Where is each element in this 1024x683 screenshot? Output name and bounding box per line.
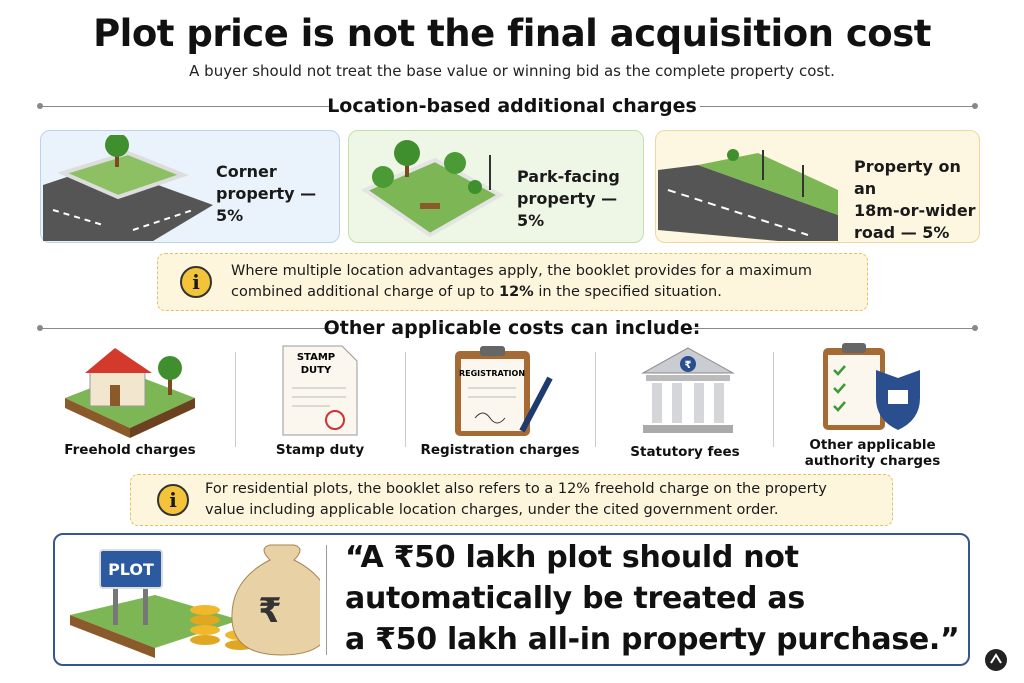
location-card: Park-facing property — 5% [348, 130, 644, 243]
divider-dot [972, 325, 978, 331]
cost-label-line: authority charges [804, 453, 941, 469]
card-label-line: road — 5% [854, 223, 950, 242]
card-label-line: property — 5% [517, 189, 618, 230]
location-card: Property on an 18m-or-wider road — 5% [655, 130, 980, 243]
logo [985, 649, 1007, 671]
authority-icon [823, 343, 920, 430]
divider [700, 106, 975, 107]
card-label-line: Park-facing [517, 167, 620, 186]
quote-line: automatically be treated as [345, 581, 805, 616]
info-note: i Where multiple location advantages app… [157, 253, 868, 311]
registration-icon: REGISTRATION [455, 346, 553, 436]
house-icon [65, 348, 195, 438]
info-icon: i [157, 484, 189, 516]
note-text-part: Where multiple location advantages apply… [231, 263, 813, 300]
plot-money-illustration: PLOT ₹ [70, 544, 320, 658]
icon-text: ₹ [685, 360, 692, 371]
stamp-duty-icon: STAMP DUTY [282, 345, 358, 436]
card-label: Park-facing property — 5% [517, 166, 643, 232]
icon-text: DUTY [301, 365, 332, 376]
card-label-line: 18m-or-wider [854, 201, 976, 220]
cost-label: Stamp duty [275, 442, 365, 458]
bank-icon: ₹ [641, 347, 735, 433]
cost-label: Registration charges [420, 442, 580, 458]
section-heading: Location-based additional charges [327, 95, 697, 117]
subtitle: A buyer should not treat the base value … [189, 62, 835, 80]
bag-text: ₹ [258, 591, 282, 631]
separator [773, 352, 774, 447]
sign-text: PLOT [108, 560, 154, 579]
quote-line: “A ₹50 lakh plot should not [345, 540, 799, 575]
divider-dot [37, 325, 43, 331]
info-icon: i [180, 266, 212, 298]
separator [326, 545, 327, 655]
card-label: Corner property — 5% [216, 161, 339, 227]
divider [40, 106, 330, 107]
road-illustration [658, 149, 838, 241]
corner-illustration [43, 135, 213, 241]
location-card: Corner property — 5% [40, 130, 340, 243]
cost-label: Statutory fees [630, 444, 740, 460]
note-text: For residential plots, the booklet also … [205, 481, 827, 518]
cost-label: Freehold charges [64, 442, 196, 458]
note-text: Where multiple location advantages apply… [231, 261, 831, 303]
card-label-line: Property on an [854, 157, 961, 198]
park-illustration [360, 140, 505, 238]
divider [690, 328, 975, 329]
quote-box [53, 533, 970, 666]
note-text-part: in the specified situation. [533, 284, 722, 300]
divider-dot [972, 103, 978, 109]
card-label-line: property — 5% [216, 184, 317, 225]
divider [40, 328, 335, 329]
cost-label: Other applicable authority charges [780, 437, 965, 469]
card-label: Property on an 18m-or-wider road — 5% [854, 156, 979, 244]
note-emphasis: 12% [499, 284, 534, 300]
quote-line: a ₹50 lakh all-in property purchase.” [345, 622, 960, 657]
divider-dot [37, 103, 43, 109]
separator [235, 352, 236, 447]
card-label-line: Corner [216, 162, 277, 181]
icon-text: REGISTRATION [459, 369, 525, 378]
separator [405, 352, 406, 447]
section-heading: Other applicable costs can include: [323, 317, 701, 339]
separator [595, 352, 596, 447]
icon-text: STAMP [297, 352, 335, 363]
cost-label-line: Other applicable [809, 437, 936, 453]
title: Plot price is not the final acquisition … [93, 12, 931, 55]
info-note: i For residential plots, the booklet als… [130, 474, 893, 526]
